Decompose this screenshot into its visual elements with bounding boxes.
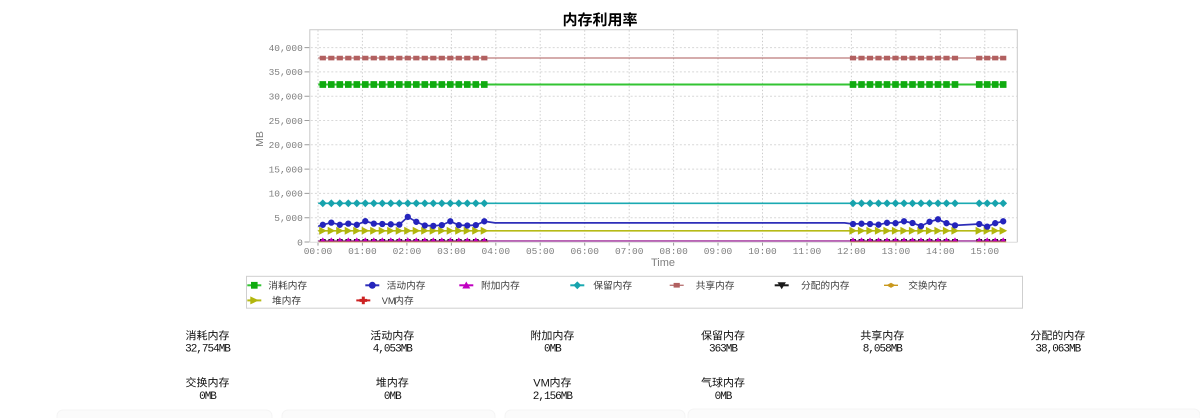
svg-text:8,058MB: 8,058MB xyxy=(863,343,904,355)
svg-text:12:00: 12:00 xyxy=(837,246,866,257)
svg-text:0MB: 0MB xyxy=(199,391,217,403)
svg-text:02:00: 02:00 xyxy=(393,246,422,257)
svg-text:5,000: 5,000 xyxy=(274,213,303,224)
svg-text:15:00: 15:00 xyxy=(971,246,1000,257)
svg-text:03:00: 03:00 xyxy=(437,246,466,257)
svg-text:00:00: 00:00 xyxy=(304,246,333,257)
svg-text:363MB: 363MB xyxy=(709,343,738,355)
svg-text:35,000: 35,000 xyxy=(269,67,304,78)
svg-text:20,000: 20,000 xyxy=(269,140,304,151)
svg-text:01:00: 01:00 xyxy=(348,246,377,257)
svg-text:13:00: 13:00 xyxy=(882,246,911,257)
svg-text:0MB: 0MB xyxy=(544,343,562,355)
svg-text:07:00: 07:00 xyxy=(615,246,644,257)
svg-text:40,000: 40,000 xyxy=(269,43,304,54)
svg-text:VM: VM xyxy=(382,296,396,306)
svg-text:14:00: 14:00 xyxy=(926,246,955,257)
svg-text:08:00: 08:00 xyxy=(659,246,688,257)
svg-text:32,754MB: 32,754MB xyxy=(185,343,231,355)
svg-text:09:00: 09:00 xyxy=(704,246,733,257)
svg-text:0: 0 xyxy=(297,237,303,248)
svg-text:10,000: 10,000 xyxy=(269,189,304,200)
svg-text:30,000: 30,000 xyxy=(269,92,304,103)
svg-text:VM: VM xyxy=(533,377,550,389)
svg-text:4,053MB: 4,053MB xyxy=(373,343,414,355)
svg-text:25,000: 25,000 xyxy=(269,116,304,127)
svg-text:05:00: 05:00 xyxy=(526,246,555,257)
svg-text:15,000: 15,000 xyxy=(269,164,304,175)
svg-text:0MB: 0MB xyxy=(715,391,733,403)
svg-text:04:00: 04:00 xyxy=(482,246,511,257)
svg-text:0MB: 0MB xyxy=(384,391,402,403)
svg-text:Time: Time xyxy=(651,257,675,269)
svg-text:2,156MB: 2,156MB xyxy=(533,391,574,403)
svg-text:38,063MB: 38,063MB xyxy=(1035,343,1081,355)
svg-text:10:00: 10:00 xyxy=(748,246,777,257)
svg-text:MB: MB xyxy=(254,131,266,147)
svg-text:06:00: 06:00 xyxy=(570,246,599,257)
svg-text:11:00: 11:00 xyxy=(793,246,822,257)
